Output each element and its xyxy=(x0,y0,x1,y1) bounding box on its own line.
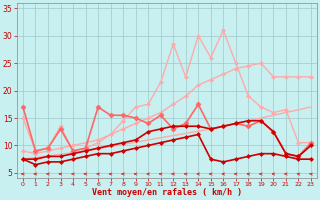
X-axis label: Vent moyen/en rafales ( km/h ): Vent moyen/en rafales ( km/h ) xyxy=(92,188,242,197)
